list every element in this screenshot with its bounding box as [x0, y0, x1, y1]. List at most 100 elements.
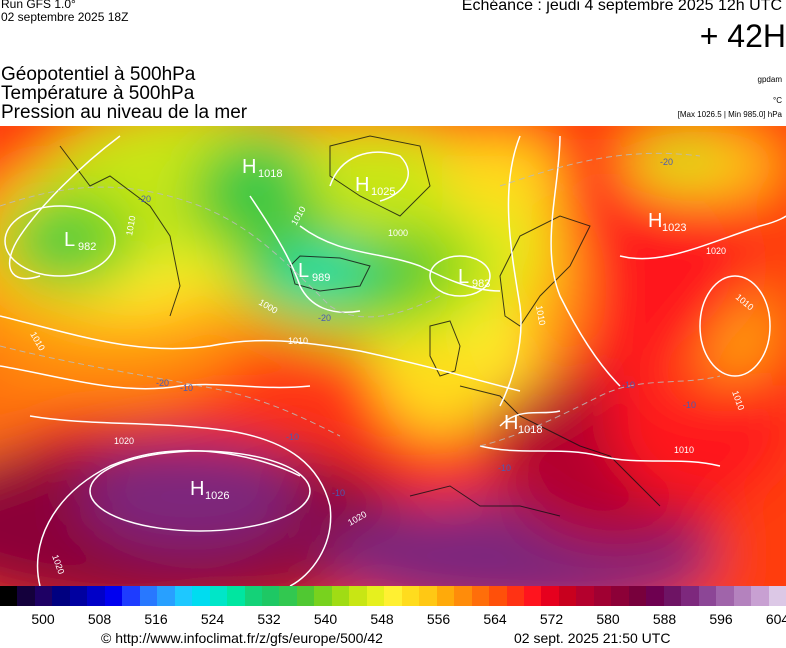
legend-color-swatch: [279, 586, 298, 606]
legend-color-swatch: [663, 586, 682, 606]
legend-color-swatch: [349, 586, 368, 606]
pressure-center-value: 1018: [518, 424, 542, 436]
legend-color-swatch: [69, 586, 88, 606]
legend-tick-label: 572: [539, 611, 564, 627]
unit-celsius: °C: [773, 96, 782, 105]
legend-tick-label: 532: [257, 611, 281, 627]
pressure-center-value: 1025: [371, 186, 395, 198]
legend-color-swatch: [733, 586, 752, 606]
isotherm-label: -10: [180, 383, 193, 393]
run-label: Run GFS 1.0°: [1, 0, 76, 11]
pressure-center-value: 1026: [205, 490, 229, 502]
legend-tick-label: 564: [483, 611, 507, 627]
isotherm-label: -20: [156, 378, 169, 388]
pressure-center-type: L: [298, 260, 309, 282]
generated-time: 02 sept. 2025 21:50 UTC: [514, 630, 671, 646]
legend-color-swatch: [104, 586, 123, 606]
legend-color-swatch: [331, 586, 350, 606]
isobar-label: 1020: [114, 436, 134, 446]
pressure-center-type: H: [648, 210, 662, 232]
legend-color-swatch: [139, 586, 158, 606]
legend-tick-label: 500: [31, 611, 55, 627]
isotherm-label: -10: [498, 463, 511, 473]
isotherm-label: -10: [622, 380, 635, 390]
legend-color-swatch: [262, 586, 280, 606]
pressure-center-type: H: [504, 412, 518, 434]
legend-color-swatch: [558, 586, 577, 606]
legend-tick-label: 604: [765, 611, 786, 627]
weather-map: H 1018 H 1025 L 982 L 989 L 983 H 1023 H…: [0, 126, 786, 586]
param-pressure: Pression au niveau de la mer: [1, 102, 248, 123]
legend-color-swatch: [576, 586, 595, 606]
legend-color-swatch: [436, 586, 455, 606]
legend-color-swatch: [768, 586, 786, 606]
legend-color-swatch: [244, 586, 263, 606]
legend-color-swatch: [471, 586, 490, 606]
isobar-label: 1000: [388, 228, 408, 238]
legend-color-swatch: [524, 586, 542, 606]
legend-color-swatch: [227, 586, 246, 606]
legend-color-swatch: [34, 586, 53, 606]
legend-color-swatch: [698, 586, 717, 606]
legend-color-swatch: [541, 586, 560, 606]
legend-color-swatch: [593, 586, 612, 606]
isobar-label: 1010: [674, 445, 694, 455]
legend-color-swatch: [489, 586, 508, 606]
pressure-center-type: L: [458, 266, 469, 288]
legend-color-swatch: [192, 586, 211, 606]
pressure-center-value: 989: [312, 272, 330, 284]
pressure-center-value: 1023: [662, 222, 686, 234]
isotherm-label: -10: [286, 432, 299, 442]
legend-tick-label: 516: [144, 611, 168, 627]
pressure-center-value: 1018: [258, 168, 282, 180]
legend-color-swatch: [681, 586, 700, 606]
legend-color-swatch: [209, 586, 228, 606]
isobar-label: 1010: [288, 336, 308, 346]
legend-color-swatch: [122, 586, 141, 606]
legend-tick-label: 596: [709, 611, 733, 627]
pressure-center-value: 983: [472, 278, 490, 290]
color-scale-legend: [0, 586, 786, 606]
legend-color-swatch: [87, 586, 106, 606]
legend-color-swatch: [611, 586, 630, 606]
pressure-center-type: H: [190, 478, 204, 500]
legend-color-swatch: [296, 586, 315, 606]
legend-color-swatch: [314, 586, 333, 606]
legend-color-swatch: [454, 586, 473, 606]
legend-tick-label: 588: [652, 611, 677, 627]
legend-color-swatch: [628, 586, 647, 606]
legend-color-swatch: [506, 586, 525, 606]
legend-color-swatch: [157, 586, 176, 606]
legend-tick-label: 524: [200, 611, 225, 627]
max-min-pressure: [Max 1026.5 | Min 985.0] hPa: [677, 110, 782, 119]
copyright-url: © http://www.infoclimat.fr/z/gfs/europe/…: [101, 630, 383, 646]
legend-color-swatch: [52, 586, 71, 606]
legend-color-swatch: [716, 586, 735, 606]
isobar-label: 1010: [534, 305, 547, 326]
unit-gpdam: gpdam: [757, 75, 782, 84]
legend-tick-label: 548: [370, 611, 394, 627]
legend-tick-label: 508: [87, 611, 112, 627]
legend-tick-label: 556: [426, 611, 451, 627]
legend-color-swatch: [17, 586, 36, 606]
pressure-center-type: H: [355, 174, 369, 196]
pressure-center-value: 982: [78, 241, 96, 253]
legend-color-swatch: [366, 586, 385, 606]
legend-tick-label: 540: [313, 611, 338, 627]
legend-color-swatch: [646, 586, 665, 606]
legend-color-swatch: [0, 586, 18, 606]
legend-color-swatch: [401, 586, 420, 606]
isotherm-label: -10: [332, 488, 345, 498]
pressure-center-type: H: [242, 156, 256, 178]
legend-tick-label: 580: [596, 611, 620, 627]
isobar-label: 1010: [124, 215, 137, 236]
forecast-time: Échéance : jeudi 4 septembre 2025 12h UT…: [461, 0, 782, 14]
param-geopotential: Géopotentiel à 500hPa: [1, 64, 196, 85]
isotherm-label: -10: [683, 400, 696, 410]
lead-time: + 42H: [699, 18, 786, 54]
param-temperature: Température à 500hPa: [1, 83, 195, 104]
isotherm-label: -20: [318, 313, 331, 323]
legend-color-swatch: [419, 586, 438, 606]
isobar-label: 1020: [706, 246, 726, 256]
legend-color-swatch: [751, 586, 770, 606]
